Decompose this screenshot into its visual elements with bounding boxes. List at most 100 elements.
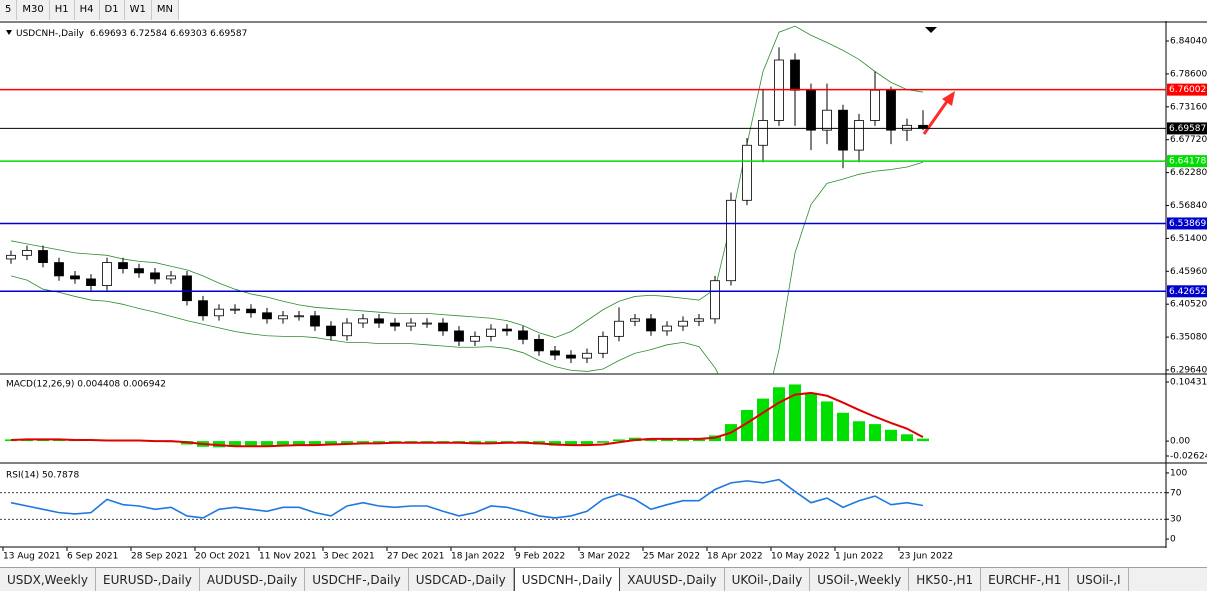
timeframe-button[interactable]: MN xyxy=(152,0,179,20)
chart-tab[interactable]: HK50-,H1 xyxy=(909,568,982,591)
macd-bar xyxy=(373,441,385,443)
chart-tab[interactable]: EURCHF-,H1 xyxy=(981,568,1070,591)
candle-body xyxy=(854,120,864,151)
y-tick-label: 6.84040 xyxy=(1170,37,1207,47)
chart-tab[interactable]: UKOil-,Daily xyxy=(725,568,811,591)
x-tick-label: 25 Mar 2022 xyxy=(643,552,700,562)
chart-tab[interactable]: USDCAD-,Daily xyxy=(409,568,514,591)
macd-bar xyxy=(821,401,833,442)
candle-body xyxy=(758,120,768,146)
macd-bar xyxy=(917,438,929,442)
indicator-title: MACD(12,26,9) 0.004408 0.006942 xyxy=(6,380,166,390)
chart-tab[interactable]: USDCHF-,Daily xyxy=(305,568,409,591)
timeframe-button[interactable]: 5 xyxy=(0,0,18,20)
candle-body xyxy=(534,338,544,352)
candle-body xyxy=(310,315,320,327)
candle-body xyxy=(326,325,336,337)
macd-bar xyxy=(773,387,785,442)
x-tick-label: 28 Sep 2021 xyxy=(131,552,188,562)
candle-body xyxy=(454,330,464,342)
macd-plot xyxy=(5,384,929,448)
candle-body xyxy=(582,352,592,359)
candle-body xyxy=(486,328,496,337)
y-tick-label: 0.00 xyxy=(1170,437,1190,447)
x-tick-label: 10 May 2022 xyxy=(771,552,830,562)
y-tick-label: 6.51400 xyxy=(1170,234,1207,244)
macd-bar xyxy=(805,392,817,442)
level-label: 6.53869 xyxy=(1169,219,1206,229)
chart-tab[interactable]: USDX,Weekly xyxy=(0,568,96,591)
macd-bar xyxy=(405,441,417,443)
macd-bar xyxy=(549,441,561,446)
y-tick-label: 6.62280 xyxy=(1170,168,1207,178)
macd-bar xyxy=(853,421,865,442)
x-tick-label: 20 Oct 2021 xyxy=(195,552,251,562)
x-tick-label: 3 Dec 2021 xyxy=(323,552,375,562)
price-plot xyxy=(6,25,928,374)
chart-tab[interactable]: XAUUSD-,Daily xyxy=(620,568,725,591)
y-tick-label: 100 xyxy=(1170,468,1187,478)
timeframe-button[interactable]: M30 xyxy=(17,0,50,20)
level-label-box xyxy=(1167,155,1207,168)
macd-bar xyxy=(741,409,753,442)
y-tick-label: 30 xyxy=(1170,515,1182,525)
x-tick-label: 11 Nov 2021 xyxy=(259,552,317,562)
candle-body xyxy=(662,325,672,332)
level-label: 6.69587 xyxy=(1169,124,1206,134)
indicator-title: RSI(14) 50.7878 xyxy=(6,471,79,481)
candle-body xyxy=(86,278,96,286)
y-tick-label: 70 xyxy=(1170,488,1182,498)
macd-bar xyxy=(677,438,689,442)
chart-tab[interactable]: USOil-,Weekly xyxy=(810,568,910,591)
candle-body xyxy=(918,124,928,129)
chart-title: USDCNH-,Daily xyxy=(16,29,85,39)
chart-tab[interactable]: USOil-,I xyxy=(1069,568,1129,591)
chart-tab[interactable]: EURUSD-,Daily xyxy=(96,568,200,591)
macd-bar xyxy=(325,441,337,445)
candle-body xyxy=(806,89,816,131)
macd-bar xyxy=(581,441,593,446)
chart-header: USDCNH-,Daily 6.69693 6.72584 6.69303 6.6… xyxy=(16,29,247,39)
candle-body xyxy=(390,322,400,327)
macd-bar xyxy=(885,429,897,442)
chart-tab[interactable]: AUDUSD-,Daily xyxy=(200,568,306,591)
x-tick-label: 23 Jun 2022 xyxy=(899,552,953,562)
timeframe-button[interactable]: H4 xyxy=(75,0,100,20)
candle-body xyxy=(566,354,576,359)
chart-tabs: USDX,Weekly EURUSD-,Daily AUDUSD-,Daily USD… xyxy=(0,567,1207,591)
timeframe-button[interactable]: H1 xyxy=(50,0,75,20)
y-tick-label: 6.45960 xyxy=(1170,267,1207,277)
macd-bar xyxy=(357,441,369,443)
candle-body xyxy=(550,350,560,356)
candle-body xyxy=(70,275,80,280)
level-label: 6.76002 xyxy=(1169,85,1206,95)
candle-body xyxy=(150,272,160,280)
candle-body xyxy=(6,254,16,260)
candle-body xyxy=(598,335,608,354)
timeframe-button[interactable]: D1 xyxy=(100,0,125,20)
candle-body xyxy=(438,322,448,332)
candle-body xyxy=(406,322,416,327)
y-tick-label: 6.78600 xyxy=(1170,69,1207,79)
candle-body xyxy=(374,318,384,324)
bollinger-band xyxy=(10,161,924,374)
timeframe-button[interactable]: W1 xyxy=(125,0,152,20)
candle-body xyxy=(742,144,752,201)
level-label-box xyxy=(1167,217,1207,230)
level-label: 6.42652 xyxy=(1169,287,1206,297)
macd-bar xyxy=(341,441,353,444)
candle-body xyxy=(694,318,704,322)
candle-body xyxy=(790,59,800,91)
macd-bar xyxy=(229,441,241,447)
macd-bar xyxy=(661,438,673,442)
level-label-box xyxy=(1167,122,1207,135)
chart-tab[interactable]: USDCNH-,Daily xyxy=(513,568,621,591)
candle-body xyxy=(246,308,256,314)
y-tick-label: 6.29640 xyxy=(1170,365,1207,375)
macd-bar xyxy=(245,441,257,447)
macd-bar xyxy=(5,439,17,442)
macd-bar xyxy=(597,441,609,443)
candle-body xyxy=(342,322,352,337)
